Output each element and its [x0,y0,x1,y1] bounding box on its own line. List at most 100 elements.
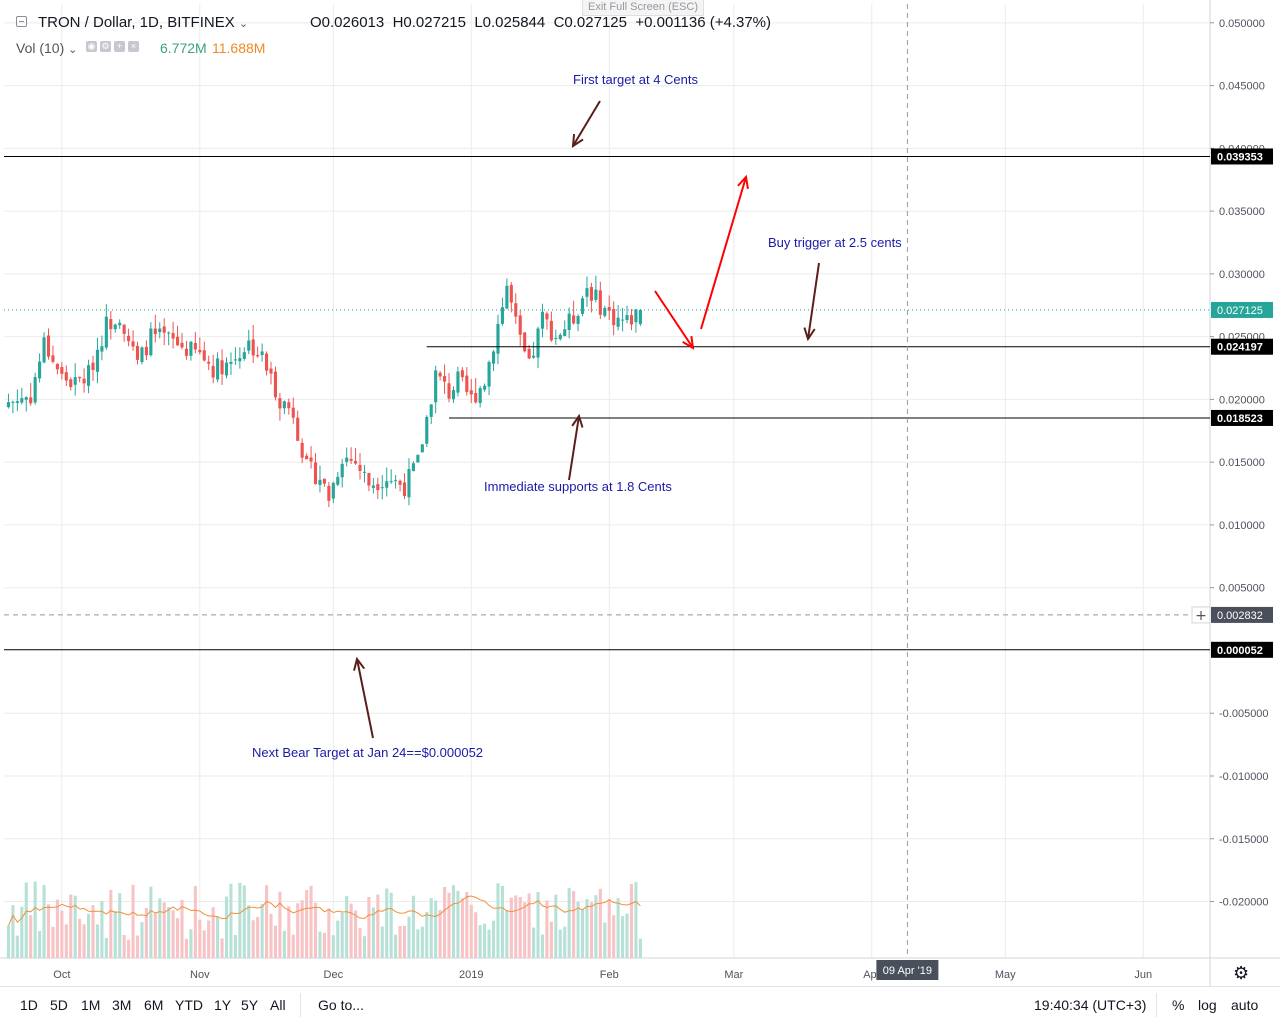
volume-bar [616,898,620,958]
candle-body [127,335,131,342]
timeframe-6m[interactable]: 6M [144,997,164,1013]
candle-body [282,401,286,409]
candle-body [407,469,411,498]
candle-body [394,480,398,482]
volume-bar [135,935,140,958]
volume-bar [536,892,540,958]
chevron-down-icon[interactable]: ⌄ [68,44,78,56]
price-tick-label: -0.010000 [1219,771,1269,783]
percent-scale-toggle[interactable]: % [1172,997,1185,1013]
candle-body [318,479,322,485]
crosshair-date-label: 09 Apr '19 [883,965,932,977]
auto-scale-toggle[interactable]: auto [1231,997,1259,1013]
timeframe-3m[interactable]: 3M [112,997,132,1013]
timeframe-5y[interactable]: 5Y [241,997,259,1013]
candle-body [78,376,82,379]
volume-bar [527,893,531,958]
gear-icon[interactable]: ⚙ [100,41,111,52]
volume-legend[interactable]: Vol (10) ⌄ [16,40,77,56]
arrow-to-buy-trigger [807,262,820,340]
volume-bar [265,885,269,958]
arrow-breakout [700,176,747,330]
log-scale-toggle[interactable]: log [1198,997,1217,1013]
volume-bar [425,911,429,958]
eye-icon[interactable]: ◉ [86,41,97,52]
candle-body [300,442,304,458]
candle-body [24,397,28,400]
candle-body [149,328,153,356]
symbol-title[interactable]: TRON / Dollar, 1D, BITFINEX ⌄ [38,14,248,31]
symbol-label: TRON / Dollar, 1D, BITFINEX [38,14,235,31]
toolbar-divider [300,993,301,1017]
candle-body [122,324,126,334]
volume-bar [127,939,131,958]
candle-body [38,361,42,379]
volume-bar [260,903,264,958]
volume-bar [86,913,91,958]
volume-bar [456,890,460,958]
candle-body [11,401,15,403]
price-tick-label: 0.010000 [1219,520,1265,532]
volume-bar [162,902,166,958]
timeframe-1d[interactable]: 1D [20,997,38,1013]
level-price-label: 0.039353 [1217,151,1263,163]
collapse-legend-icon[interactable] [16,16,27,27]
candle-body [20,398,24,403]
volume-bar [327,908,331,958]
timeframe-1m[interactable]: 1M [81,997,101,1013]
arrow-to-support [568,415,580,481]
goto-date-button[interactable]: Go to... [318,997,364,1013]
close-value: C0.027125 [553,14,627,31]
crosshair-plus-button[interactable] [1191,606,1211,624]
plus-icon[interactable]: + [114,41,125,52]
candle-body [580,298,585,314]
volume-bar [532,927,536,958]
volume-bar [29,915,33,958]
clock-timezone[interactable]: 19:40:34 (UTC+3) [1034,997,1147,1013]
candle-body [202,350,206,361]
timeframe-ytd[interactable]: YTD [175,997,203,1013]
close-icon[interactable]: × [128,41,139,52]
candle-body [95,349,100,372]
candle-body [86,365,91,386]
volume-indicator-controls: ◉ ⚙ + × [86,41,139,52]
volume-bar [500,886,504,958]
timeframe-5d[interactable]: 5D [50,997,68,1013]
candle-body [420,444,424,453]
volume-bar [175,918,180,958]
arrow-to-bear-target [356,658,374,739]
candle-body [265,353,269,371]
volume-bar [331,935,335,958]
exit-fullscreen-hint[interactable]: Exit Full Screen (ESC) [582,0,704,16]
chart-settings-gear-icon[interactable]: ⚙ [1233,963,1250,983]
candle-body [336,476,340,485]
candle-body [207,361,211,364]
volume-bar [451,885,456,958]
candle-body [411,463,415,472]
candle-body [572,315,576,324]
candle-body [260,351,264,356]
volume-bar [296,903,300,958]
candle-body [385,481,389,488]
volume-bar [51,926,55,958]
volume-bar [629,884,634,958]
chevron-down-icon[interactable]: ⌄ [238,18,249,30]
volume-bar [594,895,598,958]
candle-body [362,471,367,473]
candle-body [247,340,251,351]
open-value: O0.026013 [310,14,385,31]
timeframe-all[interactable]: All [270,997,286,1013]
price-tick-label: -0.020000 [1219,897,1269,909]
candle-body [438,372,442,377]
candle-body [500,307,504,324]
volume-bar [576,901,580,958]
volume-bar [362,936,367,958]
volume-bar [309,885,313,958]
annotation-immediate-supports: Immediate supports at 1.8 Cents [484,479,672,494]
candle-body [233,359,237,361]
candle-body [398,480,402,485]
volume-bar [211,907,215,958]
candle-body [345,457,349,462]
timeframe-1y[interactable]: 1Y [214,997,232,1013]
